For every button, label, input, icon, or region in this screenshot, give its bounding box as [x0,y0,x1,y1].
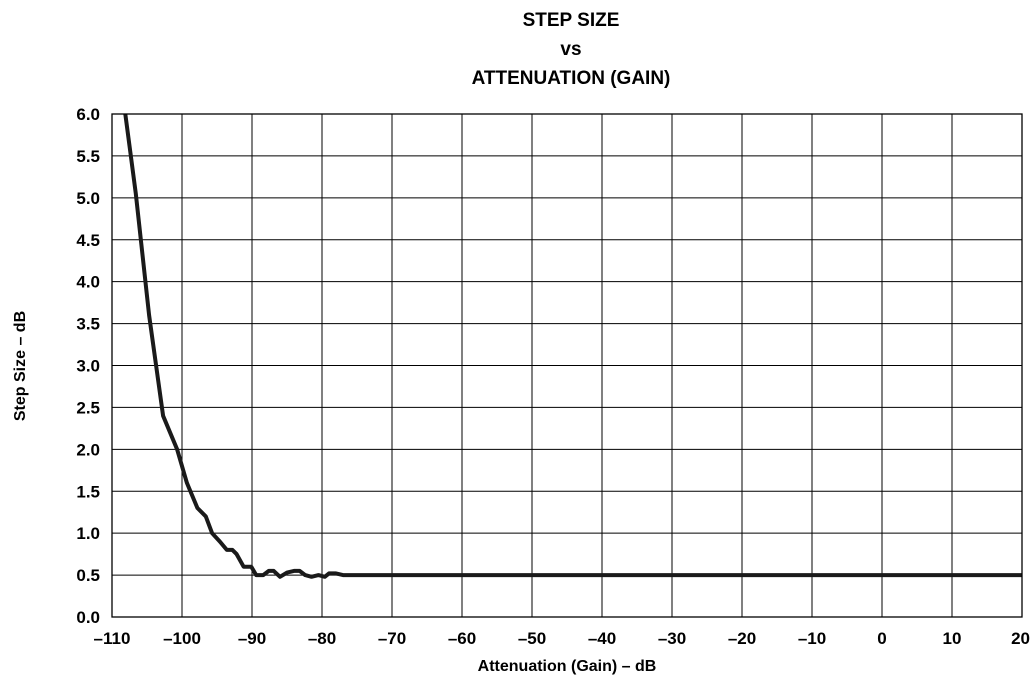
plot-frame [111,113,1023,618]
y-tick-label: 2.0 [76,440,100,459]
x-tick-label: –110 [94,629,131,648]
y-tick-labels: 0.0 0.5 1.0 1.5 2.0 2.5 3.0 3.5 4.0 4.5 5.0 5.5 6.0 [76,105,100,627]
x-tick-label: 10 [943,629,962,648]
chart-title-line-3: ATTENUATION (GAIN) [472,68,671,89]
x-tick-label: –80 [308,629,336,648]
x-tick-label: 0 [877,629,886,648]
x-tick-label: –90 [238,629,266,648]
x-tick-label: –100 [163,629,201,648]
y-tick-label: 4.0 [76,273,100,292]
x-axis-label: Attenuation (Gain) – dB [478,658,657,675]
y-tick-label: 4.5 [76,231,100,250]
grid [111,113,1023,618]
y-axis-label: Step Size – dB [12,311,29,421]
x-tick-label: –20 [728,629,756,648]
x-tick-label: –40 [588,629,616,648]
y-tick-label: 2.5 [76,398,100,417]
y-tick-label: 1.5 [76,482,100,501]
y-tick-label: 1.0 [76,524,100,543]
x-tick-label: –30 [658,629,686,648]
y-tick-label: 3.0 [76,357,100,376]
series-lines [123,113,1022,579]
x-tick-label: –50 [518,629,546,648]
y-tick-label: 6.0 [76,105,100,124]
y-tick-label: 0.5 [76,566,100,585]
chart-title-line-1: STEP SIZE [523,10,620,31]
x-tick-label: –10 [798,629,826,648]
y-tick-label: 5.5 [76,147,100,166]
y-tick-label: 5.0 [76,189,100,208]
y-tick-label: 0.0 [76,608,100,627]
chart-title-line-2: vs [560,39,581,60]
y-tick-label: 3.5 [76,315,100,334]
x-tick-label: 20 [1011,629,1030,648]
series-line [123,113,1022,579]
x-tick-labels: –110 –100 –90 –80 –70 –60 –50 –40 –30 –20 –10 0 10 20 [94,629,1030,648]
x-tick-label: –70 [378,629,406,648]
x-tick-label: –60 [448,629,476,648]
